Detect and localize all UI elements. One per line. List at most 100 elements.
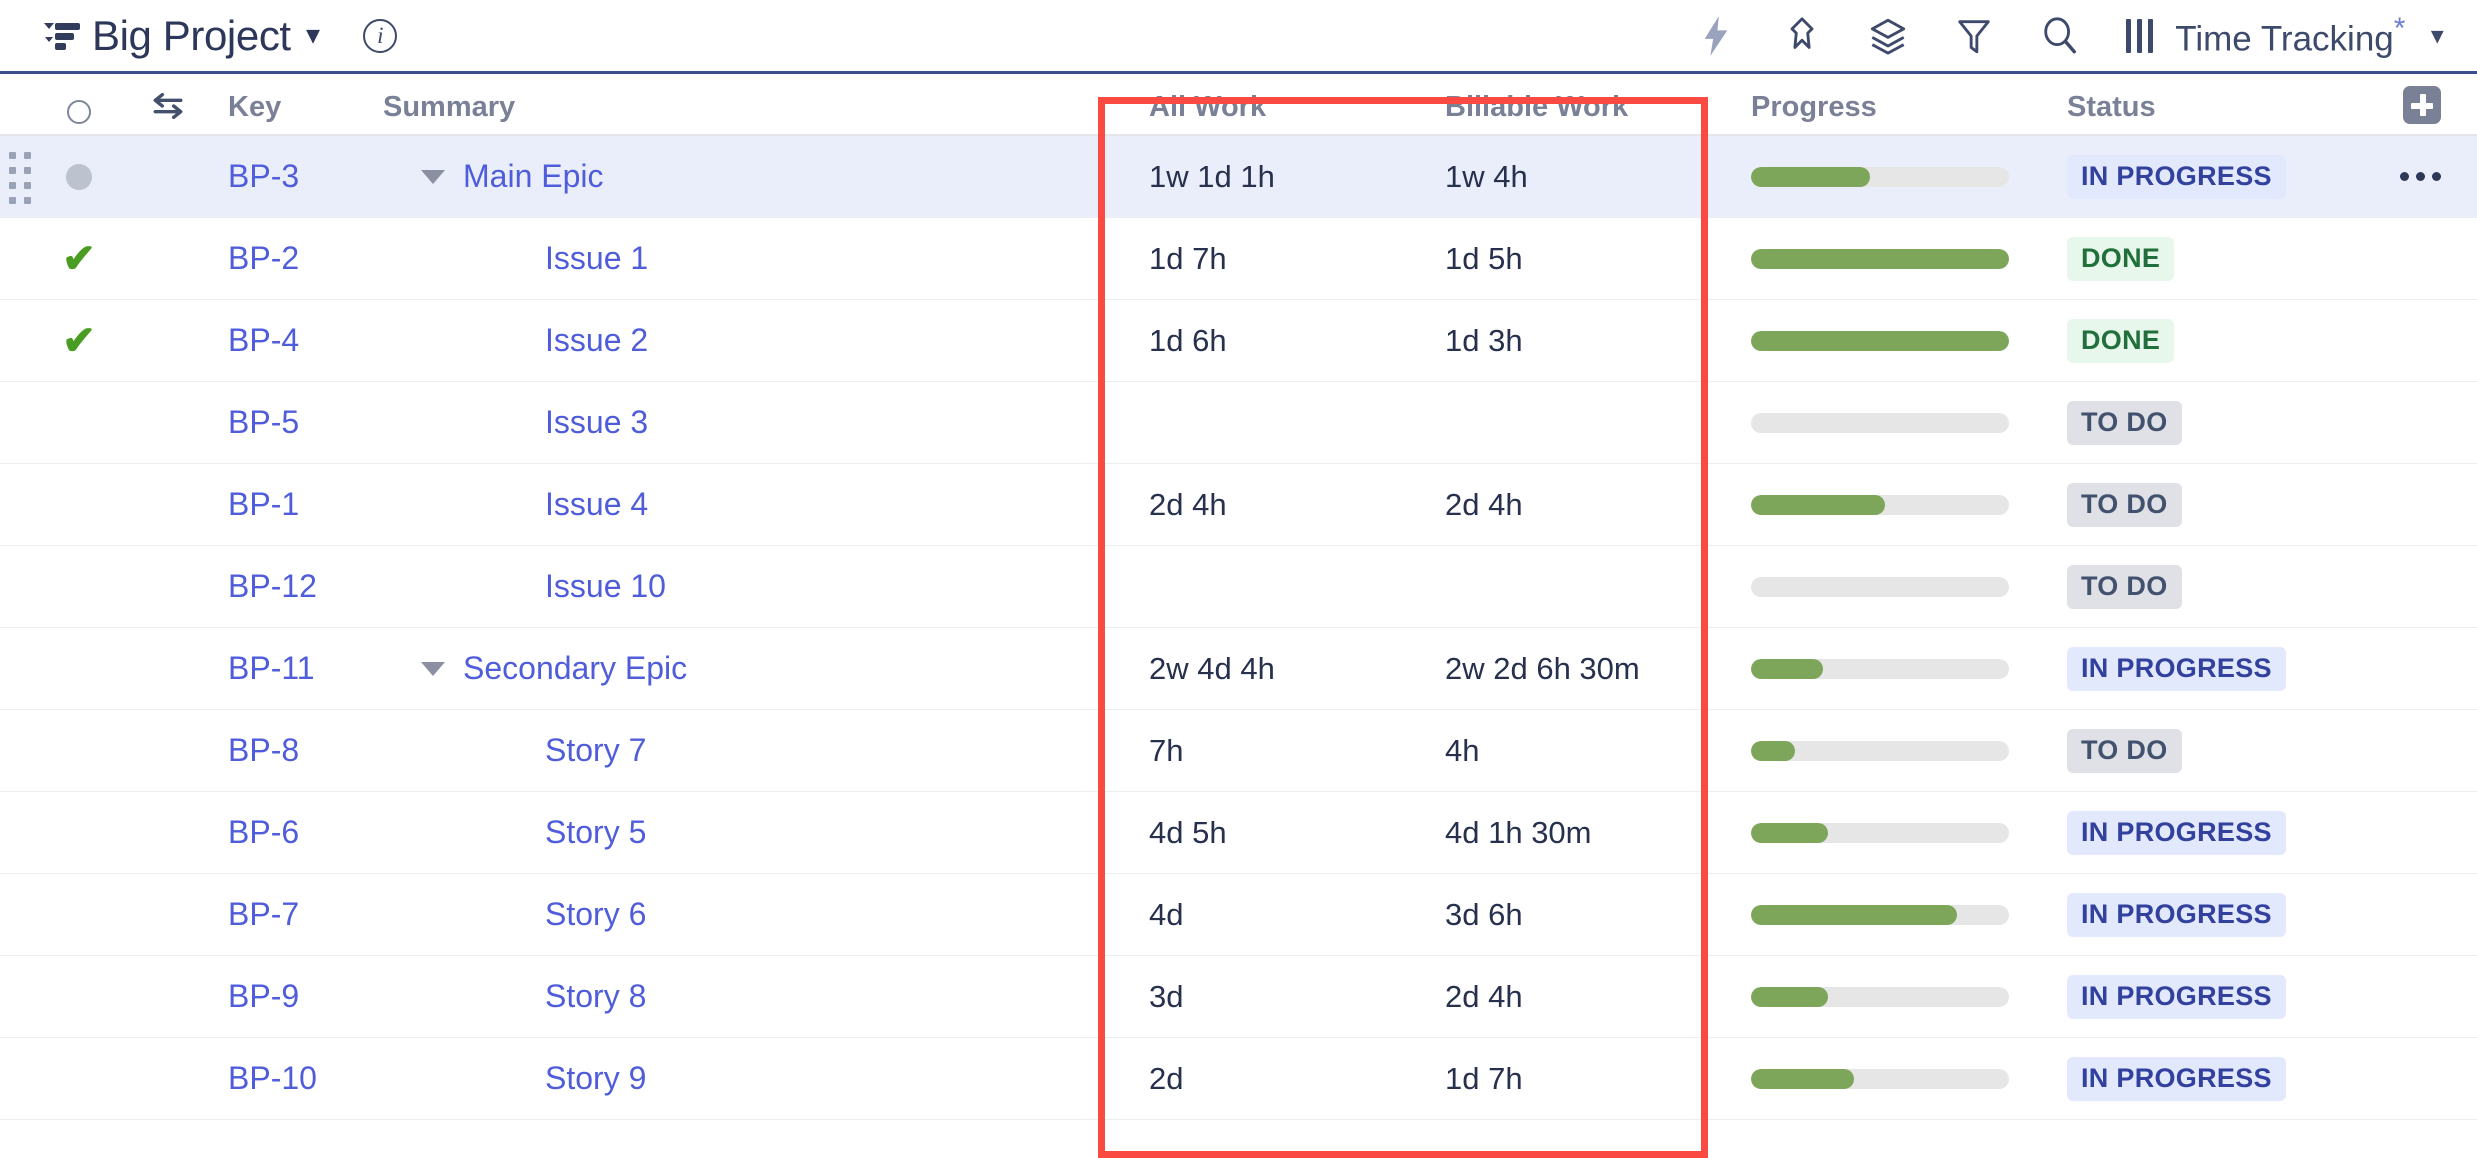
table-row[interactable]: BP-11 Secondary Epic 2w 4d 4h 2w 2d 6h 30m I…	[0, 628, 2477, 710]
issue-summary-link[interactable]: Issue 3	[545, 404, 649, 440]
row-all-work-cell[interactable]: 1d 6h	[1103, 300, 1403, 381]
status-badge[interactable]: DONE	[2067, 318, 2175, 363]
issue-summary-link[interactable]: Main Epic	[463, 158, 604, 194]
table-row[interactable]: BP-1 Issue 4 2d 4h 2d 4h TO DO	[0, 464, 2477, 546]
header-link-icon-cell[interactable]	[118, 92, 218, 134]
header-all-work[interactable]: All Work	[1103, 91, 1403, 134]
view-selector[interactable]: Time Tracking* ▾	[2126, 12, 2443, 60]
table-row[interactable]: ✔ BP-4 Issue 2 1d 6h 1d 3h DONE	[0, 300, 2477, 382]
view-label[interactable]: Time Tracking*	[2175, 12, 2405, 60]
status-badge[interactable]: IN PROGRESS	[2067, 154, 2286, 199]
collapse-caret-icon[interactable]	[421, 661, 445, 676]
table-row[interactable]: BP-10 Story 9 2d 1d 7h IN PROGRESS	[0, 1038, 2477, 1120]
drag-handle-icon[interactable]	[9, 151, 31, 204]
header-state-icon-cell[interactable]	[40, 100, 118, 134]
table-row[interactable]: ✔ BP-2 Issue 1 1d 7h 1d 5h DONE	[0, 218, 2477, 300]
issue-summary-link[interactable]: Secondary Epic	[463, 650, 688, 686]
row-all-work-cell[interactable]: 7h	[1103, 710, 1403, 791]
collapse-caret-icon[interactable]	[421, 169, 445, 184]
issue-summary-link[interactable]: Story 7	[545, 732, 647, 768]
status-badge[interactable]: IN PROGRESS	[2067, 974, 2286, 1019]
row-billable-work-cell[interactable]: 1d 7h	[1403, 1038, 1703, 1119]
row-all-work-cell[interactable]: 3d	[1103, 956, 1403, 1037]
status-badge[interactable]: IN PROGRESS	[2067, 892, 2286, 937]
row-all-work-cell[interactable]: 2d 4h	[1103, 464, 1403, 545]
row-billable-work-cell[interactable]: 3d 6h	[1403, 874, 1703, 955]
issue-key-link[interactable]: BP-8	[228, 732, 300, 768]
table-row[interactable]: BP-12 Issue 10 TO DO	[0, 546, 2477, 628]
issue-summary-link[interactable]: Story 9	[545, 1060, 647, 1096]
layers-icon[interactable]	[1868, 16, 1908, 56]
row-more-menu-icon[interactable]	[2400, 172, 2441, 181]
status-badge[interactable]: DONE	[2067, 236, 2175, 281]
issue-key-link[interactable]: BP-9	[228, 978, 300, 1014]
status-badge[interactable]: TO DO	[2067, 482, 2182, 527]
status-badge[interactable]: TO DO	[2067, 400, 2182, 445]
row-all-work-cell[interactable]: 4d 5h	[1103, 792, 1403, 873]
table-row[interactable]: BP-8 Story 7 7h 4h TO DO	[0, 710, 2477, 792]
row-billable-work-cell[interactable]: 4d 1h 30m	[1403, 792, 1703, 873]
issue-summary-link[interactable]: Story 8	[545, 978, 647, 1014]
row-all-work-cell[interactable]: 2w 4d 4h	[1103, 628, 1403, 709]
project-selector[interactable]: Big Project ▾	[44, 12, 319, 60]
row-billable-work-cell[interactable]	[1403, 382, 1703, 463]
project-title[interactable]: Big Project	[92, 11, 291, 59]
issue-key-link[interactable]: BP-6	[228, 814, 300, 850]
chevron-down-icon[interactable]: ▾	[306, 21, 320, 49]
row-billable-work-cell[interactable]	[1403, 546, 1703, 627]
issue-summary-link[interactable]: Story 6	[545, 896, 647, 932]
status-badge[interactable]: IN PROGRESS	[2067, 1056, 2286, 1101]
row-billable-work-cell[interactable]: 2w 2d 6h 30m	[1403, 628, 1703, 709]
issue-key-link[interactable]: BP-10	[228, 1060, 317, 1096]
row-billable-work-cell[interactable]: 1d 3h	[1403, 300, 1703, 381]
search-icon[interactable]	[2040, 16, 2080, 56]
row-billable-work-cell[interactable]: 1d 5h	[1403, 218, 1703, 299]
issue-summary-link[interactable]: Issue 2	[545, 322, 649, 358]
issue-key-link[interactable]: BP-3	[228, 158, 300, 194]
row-all-work-cell[interactable]: 2d	[1103, 1038, 1403, 1119]
issue-key-link[interactable]: BP-11	[228, 650, 315, 686]
row-billable-work-cell[interactable]: 2d 4h	[1403, 464, 1703, 545]
status-badge[interactable]: IN PROGRESS	[2067, 646, 2286, 691]
lightning-icon[interactable]	[1696, 15, 1736, 56]
plus-icon[interactable]	[2403, 86, 2441, 124]
issue-summary-link[interactable]: Issue 1	[545, 240, 649, 276]
row-billable-work-cell[interactable]: 4h	[1403, 710, 1703, 791]
row-all-work-cell[interactable]: 4d	[1103, 874, 1403, 955]
row-all-work-cell[interactable]	[1103, 546, 1403, 627]
status-badge[interactable]: TO DO	[2067, 728, 2182, 773]
issue-summary-link[interactable]: Issue 10	[545, 568, 666, 604]
issue-summary-link[interactable]: Issue 4	[545, 486, 649, 522]
row-billable-work-cell[interactable]: 1w 4h	[1403, 136, 1703, 217]
table-row[interactable]: BP-3 Main Epic 1w 1d 1h 1w 4h IN PROGRESS	[0, 136, 2477, 218]
table-row[interactable]: BP-6 Story 5 4d 5h 4d 1h 30m IN PROGRESS	[0, 792, 2477, 874]
issue-key-link[interactable]: BP-4	[228, 322, 300, 358]
table-row[interactable]: BP-7 Story 6 4d 3d 6h IN PROGRESS	[0, 874, 2477, 956]
row-summary-cell: Secondary Epic	[373, 628, 1103, 709]
issue-key-link[interactable]: BP-1	[228, 486, 300, 522]
chevron-down-icon[interactable]: ▾	[2431, 22, 2443, 48]
status-badge[interactable]: IN PROGRESS	[2067, 810, 2286, 855]
all-work-value: 7h	[1149, 732, 1184, 768]
issue-key-link[interactable]: BP-12	[228, 568, 317, 604]
header-key[interactable]: Key	[218, 91, 373, 134]
issue-key-link[interactable]: BP-5	[228, 404, 300, 440]
filter-icon[interactable]	[1954, 16, 1994, 56]
row-all-work-cell[interactable]: 1d 7h	[1103, 218, 1403, 299]
issue-summary-link[interactable]: Story 5	[545, 814, 647, 850]
info-icon[interactable]: i	[363, 18, 398, 53]
table-row[interactable]: BP-9 Story 8 3d 2d 4h IN PROGRESS	[0, 956, 2477, 1038]
row-all-work-cell[interactable]: 1w 1d 1h	[1103, 136, 1403, 217]
pin-icon[interactable]	[1782, 16, 1822, 56]
status-badge[interactable]: TO DO	[2067, 564, 2182, 609]
issue-key-link[interactable]: BP-2	[228, 240, 300, 276]
table-row[interactable]: BP-5 Issue 3 TO DO	[0, 382, 2477, 464]
header-billable-work[interactable]: Billable Work	[1403, 91, 1703, 134]
row-billable-work-cell[interactable]: 2d 4h	[1403, 956, 1703, 1037]
row-drag-handle-cell[interactable]	[0, 136, 40, 217]
row-all-work-cell[interactable]	[1103, 382, 1403, 463]
header-status[interactable]: Status	[2023, 91, 2383, 134]
header-progress[interactable]: Progress	[1703, 91, 2023, 134]
header-summary[interactable]: Summary	[373, 91, 1103, 134]
issue-key-link[interactable]: BP-7	[228, 896, 300, 932]
